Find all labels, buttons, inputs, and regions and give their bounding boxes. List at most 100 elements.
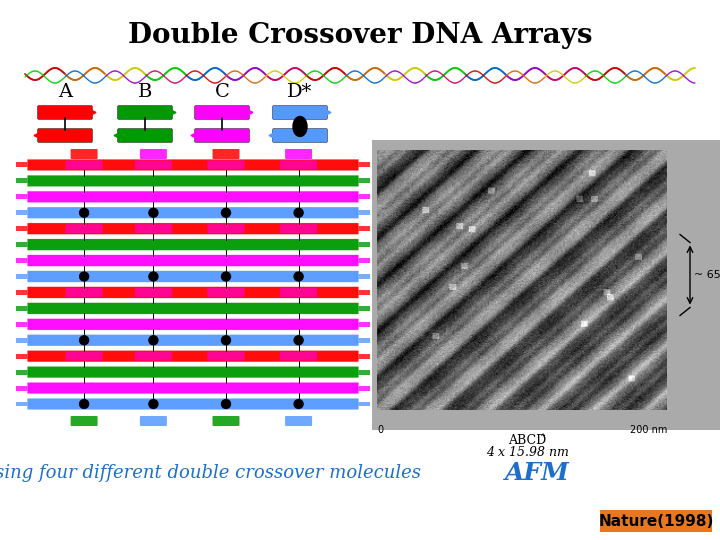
- Ellipse shape: [222, 336, 230, 345]
- Bar: [16, 194, 30, 199]
- Ellipse shape: [80, 208, 89, 217]
- Text: 0: 0: [377, 425, 383, 435]
- FancyBboxPatch shape: [27, 223, 359, 234]
- FancyBboxPatch shape: [272, 129, 328, 143]
- FancyBboxPatch shape: [66, 352, 102, 361]
- FancyBboxPatch shape: [27, 366, 359, 378]
- FancyArrow shape: [247, 111, 253, 114]
- FancyBboxPatch shape: [27, 334, 359, 346]
- FancyBboxPatch shape: [272, 105, 328, 119]
- FancyBboxPatch shape: [27, 271, 359, 282]
- Bar: [16, 242, 30, 247]
- FancyBboxPatch shape: [117, 129, 173, 143]
- FancyBboxPatch shape: [285, 416, 312, 426]
- Ellipse shape: [80, 336, 89, 345]
- Text: C: C: [215, 83, 230, 101]
- Ellipse shape: [222, 272, 230, 281]
- Ellipse shape: [222, 208, 230, 217]
- FancyBboxPatch shape: [71, 416, 98, 426]
- Bar: [356, 178, 370, 184]
- FancyBboxPatch shape: [194, 105, 250, 119]
- Ellipse shape: [149, 272, 158, 281]
- FancyBboxPatch shape: [135, 160, 172, 170]
- Text: 200 nm: 200 nm: [629, 425, 667, 435]
- FancyBboxPatch shape: [27, 382, 359, 394]
- Text: A: A: [58, 83, 72, 101]
- FancyArrow shape: [34, 133, 40, 138]
- Ellipse shape: [149, 208, 158, 217]
- FancyBboxPatch shape: [27, 399, 359, 410]
- FancyBboxPatch shape: [27, 159, 359, 171]
- FancyBboxPatch shape: [135, 352, 172, 361]
- FancyBboxPatch shape: [27, 191, 359, 202]
- FancyBboxPatch shape: [71, 149, 98, 159]
- Bar: [356, 163, 370, 167]
- FancyBboxPatch shape: [27, 207, 359, 219]
- Bar: [356, 290, 370, 295]
- Bar: [356, 402, 370, 407]
- FancyBboxPatch shape: [280, 288, 317, 297]
- Bar: [16, 163, 30, 167]
- FancyArrow shape: [191, 133, 197, 138]
- Ellipse shape: [80, 400, 89, 408]
- Bar: [356, 226, 370, 231]
- Text: D*: D*: [287, 83, 312, 101]
- FancyBboxPatch shape: [285, 149, 312, 159]
- Text: AFM: AFM: [505, 461, 570, 485]
- Text: Double Crossover DNA Arrays: Double Crossover DNA Arrays: [127, 22, 593, 49]
- Bar: [16, 178, 30, 184]
- Bar: [16, 290, 30, 295]
- Ellipse shape: [294, 208, 303, 217]
- FancyBboxPatch shape: [27, 287, 359, 298]
- Bar: [16, 370, 30, 375]
- FancyBboxPatch shape: [140, 149, 167, 159]
- Ellipse shape: [80, 272, 89, 281]
- FancyBboxPatch shape: [27, 239, 359, 251]
- FancyBboxPatch shape: [66, 224, 102, 233]
- FancyBboxPatch shape: [207, 288, 245, 297]
- Ellipse shape: [293, 117, 307, 137]
- Bar: [372, 140, 720, 430]
- FancyArrow shape: [269, 133, 275, 138]
- Bar: [16, 274, 30, 279]
- Bar: [356, 338, 370, 343]
- FancyBboxPatch shape: [27, 319, 359, 330]
- FancyBboxPatch shape: [117, 105, 173, 119]
- FancyBboxPatch shape: [27, 255, 359, 266]
- FancyBboxPatch shape: [66, 160, 102, 170]
- Text: ~ 65 nm: ~ 65 nm: [694, 270, 720, 280]
- Bar: [356, 370, 370, 375]
- FancyBboxPatch shape: [135, 288, 172, 297]
- FancyArrow shape: [114, 133, 120, 138]
- Bar: [356, 306, 370, 311]
- FancyBboxPatch shape: [135, 224, 172, 233]
- FancyBboxPatch shape: [27, 350, 359, 362]
- Text: 4 x 15.98 nm: 4 x 15.98 nm: [485, 447, 568, 460]
- FancyBboxPatch shape: [207, 160, 245, 170]
- Bar: [16, 258, 30, 263]
- Bar: [356, 274, 370, 279]
- FancyBboxPatch shape: [66, 288, 102, 297]
- Bar: [16, 322, 30, 327]
- Bar: [16, 338, 30, 343]
- FancyBboxPatch shape: [37, 129, 92, 143]
- FancyBboxPatch shape: [280, 352, 317, 361]
- FancyArrow shape: [325, 111, 331, 114]
- Bar: [16, 402, 30, 407]
- Bar: [16, 226, 30, 231]
- Ellipse shape: [149, 336, 158, 345]
- Bar: [356, 322, 370, 327]
- Bar: [356, 386, 370, 390]
- FancyBboxPatch shape: [212, 416, 240, 426]
- FancyBboxPatch shape: [27, 175, 359, 187]
- Ellipse shape: [294, 272, 303, 281]
- FancyBboxPatch shape: [27, 302, 359, 314]
- Ellipse shape: [222, 400, 230, 408]
- FancyArrow shape: [90, 111, 96, 114]
- FancyBboxPatch shape: [37, 105, 92, 119]
- Bar: [600, 510, 712, 532]
- FancyBboxPatch shape: [280, 224, 317, 233]
- Bar: [356, 242, 370, 247]
- Bar: [356, 210, 370, 215]
- FancyBboxPatch shape: [207, 352, 245, 361]
